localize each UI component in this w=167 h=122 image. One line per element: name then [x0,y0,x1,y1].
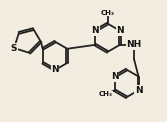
Text: N: N [111,72,118,81]
Text: N: N [116,26,124,35]
Text: N: N [135,86,142,95]
Text: CH₃: CH₃ [101,10,115,16]
Text: S: S [11,44,17,53]
Text: NH: NH [126,40,142,49]
Text: N: N [51,66,59,74]
Text: CH₃: CH₃ [99,91,113,97]
Text: N: N [92,26,99,35]
